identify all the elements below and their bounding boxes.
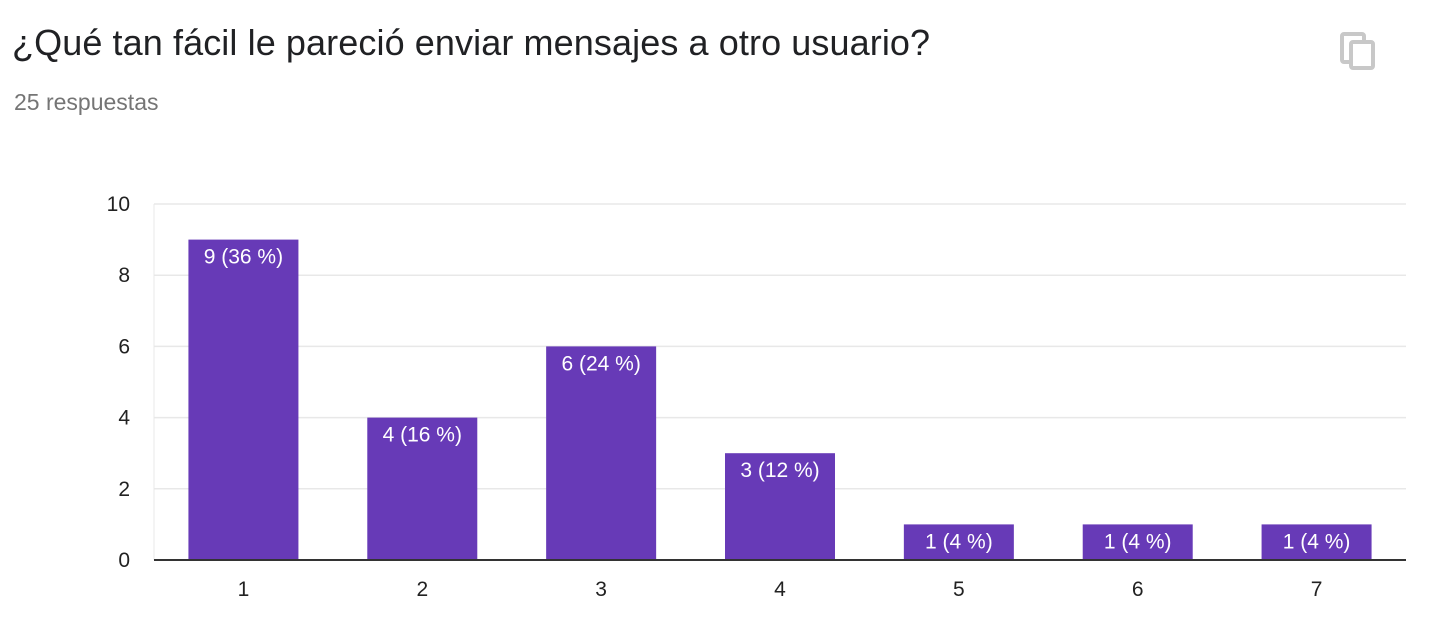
data-label: 9 (36 %) [204,246,283,269]
bar-3 [546,346,657,560]
x-tick-label: 7 [1311,578,1323,601]
data-label: 1 (4 %) [1104,530,1172,553]
x-tick-label: 3 [595,578,607,601]
data-label: 6 (24 %) [561,352,640,375]
data-label: 3 (12 %) [740,459,819,482]
copy-icon [1340,32,1375,70]
bar-2 [367,417,478,560]
x-tick-label: 5 [953,578,965,601]
x-tick-label: 2 [416,578,428,601]
data-label: 4 (16 %) [383,424,462,447]
x-tick-label: 6 [1132,578,1144,601]
y-tick-label: 10 [107,193,130,216]
data-label: 1 (4 %) [925,530,993,553]
bar-1 [188,239,299,560]
copy-chart-button[interactable] [1336,28,1380,72]
x-tick-label: 4 [774,578,786,601]
bar-6 [1082,524,1193,560]
y-tick-label: 8 [118,264,130,287]
y-tick-label: 6 [118,335,130,358]
x-tick-label: 1 [238,578,250,601]
y-tick-label: 2 [118,478,130,501]
page-title: ¿Qué tan fácil le pareció enviar mensaje… [12,22,931,63]
data-label: 1 (4 %) [1283,530,1351,553]
bar-7 [1261,524,1372,560]
y-tick-label: 4 [118,407,130,430]
y-tick-label: 0 [118,549,130,572]
response-count: 25 respuestas [14,89,159,115]
bar-4 [725,453,835,560]
bar-5 [903,524,1014,560]
